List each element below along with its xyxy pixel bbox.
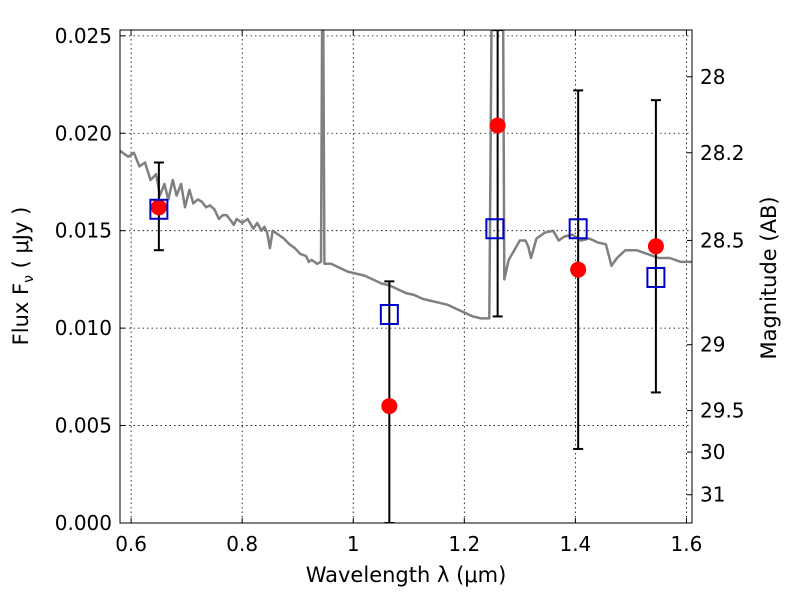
y-tick-label: 0.015 xyxy=(55,219,112,243)
x-tick-label: 1.2 xyxy=(448,532,480,556)
model-spectrum-line xyxy=(120,30,692,320)
y-tick-label: 0.020 xyxy=(55,121,112,145)
observed-flux-point xyxy=(489,117,506,134)
y-axis-label-subscript: ν xyxy=(21,275,37,283)
x-tick-label: 1.6 xyxy=(671,532,703,556)
axis-ticks: 0.6 0.8 1 1.2 1.4 1.6 0.000 0.005 0.010 0.015 0.02… xyxy=(55,24,745,556)
model-flux-square xyxy=(568,218,588,240)
model-flux-square xyxy=(646,266,666,288)
right-axis-label: Magnitude (AB) xyxy=(757,196,781,359)
observed-flux-point xyxy=(381,398,398,415)
right-tick-label: 28.5 xyxy=(700,228,745,252)
y-axis-label-unit: ( μJy ) xyxy=(9,207,33,275)
x-tick-label: 0.8 xyxy=(226,532,258,556)
right-tick-label: 28.2 xyxy=(700,141,745,165)
right-tick-label: 30 xyxy=(700,440,725,464)
right-tick-label: 29 xyxy=(700,333,725,357)
y-tick-label: 0.010 xyxy=(55,316,112,340)
x-tick-label: 1 xyxy=(347,532,360,556)
y-tick-label: 0.025 xyxy=(55,24,112,48)
x-tick-label: 0.6 xyxy=(115,532,147,556)
observed-flux-point xyxy=(150,199,167,216)
plot-area xyxy=(120,30,692,523)
x-axis-label: Wavelength λ (μm) xyxy=(306,563,507,587)
right-tick-label: 31 xyxy=(700,483,725,507)
right-tick-label: 28 xyxy=(700,65,725,89)
grid-lines xyxy=(120,30,692,524)
model-flux-square xyxy=(379,303,399,325)
y-axis-label-main: Flux F xyxy=(9,283,33,345)
observed-flux-point xyxy=(647,238,664,255)
model-flux-square xyxy=(149,198,169,220)
observed-flux-point xyxy=(570,261,587,278)
y-tick-label: 0.005 xyxy=(55,414,112,438)
x-tick-label: 1.4 xyxy=(559,532,591,556)
y-tick-label: 0.000 xyxy=(55,511,112,535)
y-axis-label: Flux Fν ( μJy ) xyxy=(9,207,37,346)
right-tick-label: 29.5 xyxy=(700,399,745,423)
plot-frame xyxy=(119,29,693,524)
model-flux-square xyxy=(485,218,505,240)
